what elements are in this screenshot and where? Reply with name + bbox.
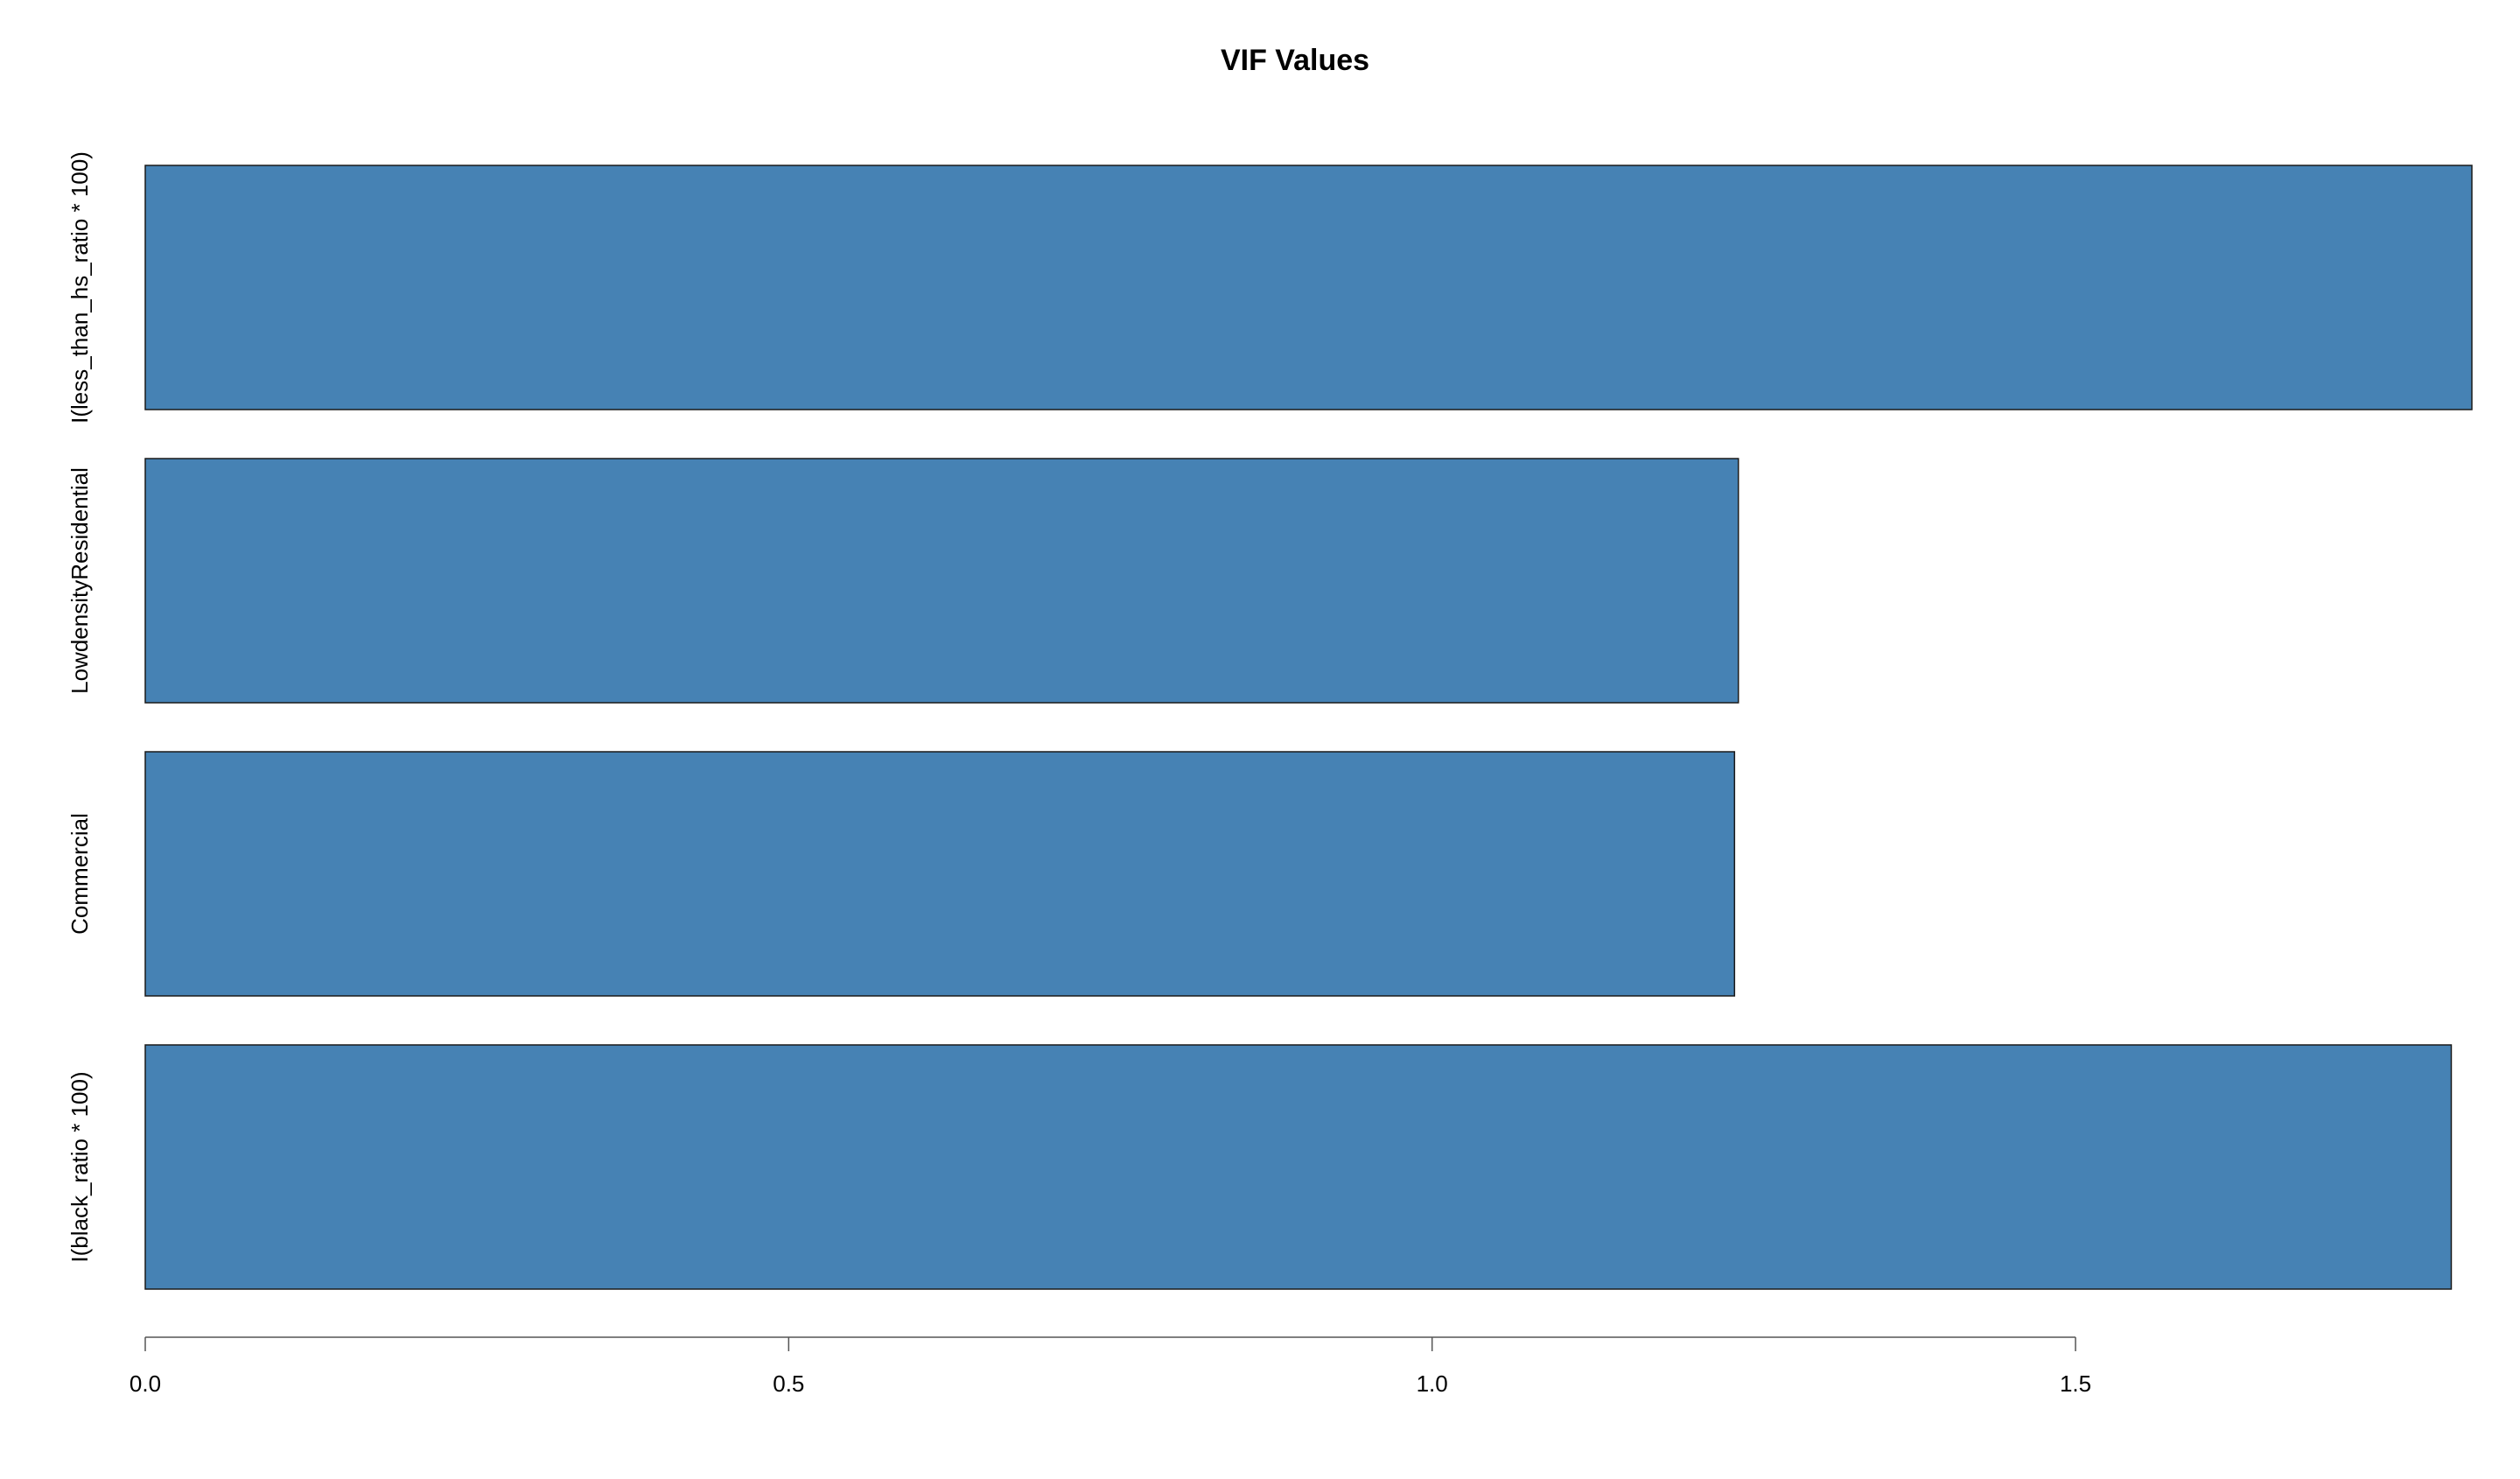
- bar-2: [144, 751, 1736, 997]
- bar-3: [144, 1044, 2453, 1290]
- category-labels-group: I(less_than_hs_ratio * 100) LowdensityRes…: [66, 151, 93, 1262]
- category-label-0: I(less_than_hs_ratio * 100): [66, 151, 93, 424]
- bar-0: [144, 165, 2473, 410]
- x-tick-label-0: 0.0: [130, 1370, 161, 1397]
- x-tick-label-2: 1.0: [1417, 1370, 1448, 1397]
- x-tick-label-3: 1.5: [2060, 1370, 2091, 1397]
- category-label-3: I(black_ratio * 100): [66, 1071, 93, 1262]
- bars-group: [144, 165, 2473, 1290]
- x-tick-label-1: 0.5: [773, 1370, 804, 1397]
- x-axis: 0.0 0.5 1.0 1.5: [130, 1336, 2091, 1397]
- category-label-1: LowdensityResidential: [66, 467, 93, 694]
- chart-title: VIF Values: [1221, 44, 1369, 77]
- bar-1: [144, 458, 1740, 704]
- category-label-2: Commercial: [66, 813, 93, 935]
